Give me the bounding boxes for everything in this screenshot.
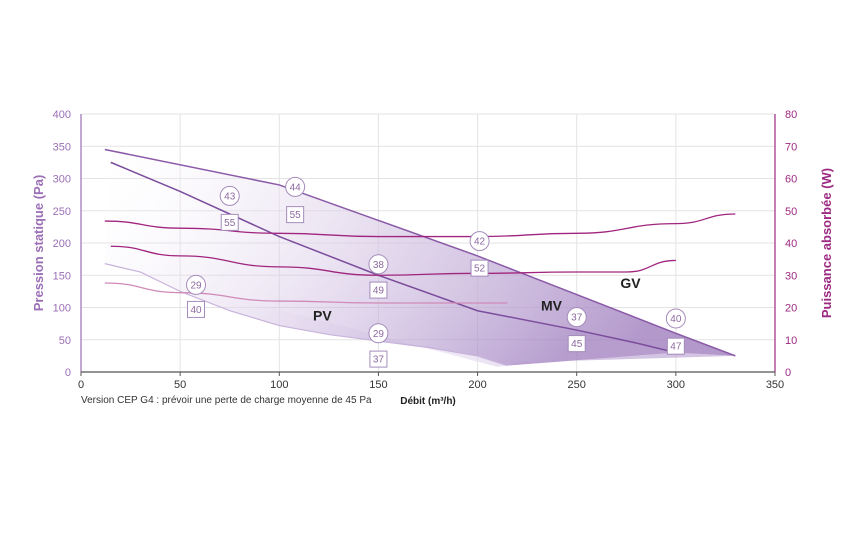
- power-marker: 42: [469, 231, 490, 252]
- noise-marker: 49: [369, 281, 388, 299]
- y-left-tick-label: 50: [59, 335, 71, 347]
- power-marker-label: 44: [290, 182, 302, 193]
- zone-area-gv: [104, 149, 736, 356]
- zone-area-mv: [104, 162, 676, 366]
- noise-marker-box: [187, 300, 206, 318]
- noise-marker-label: 49: [373, 286, 385, 297]
- power-marker-label: 38: [373, 260, 385, 271]
- power-marker-circle: [665, 308, 686, 329]
- noise-marker-label: 40: [190, 305, 202, 316]
- y-right-tick-label: 40: [785, 238, 797, 250]
- power-marker-label: 29: [373, 329, 385, 340]
- x-axis-title: Débit (m³/h): [400, 396, 456, 407]
- noise-marker-box: [567, 335, 586, 353]
- x-tick-label: 200: [468, 379, 486, 391]
- zone-label-pv: PV: [313, 307, 332, 323]
- y-left-tick-label: 200: [53, 238, 71, 250]
- y-right-tick-label: 50: [785, 206, 797, 218]
- noise-marker-box: [470, 259, 489, 277]
- power-marker-circle: [566, 307, 587, 328]
- y-left-tick-label: 350: [53, 141, 71, 153]
- noise-marker: 55: [286, 206, 305, 224]
- x-tick-label: 350: [766, 379, 784, 391]
- power-marker-circle: [469, 231, 490, 252]
- pressure-line-mv: [110, 161, 677, 354]
- power-line-mv: [110, 245, 676, 276]
- zone-areas: [104, 149, 736, 367]
- power-marker: 43: [219, 185, 240, 206]
- noise-marker: 47: [666, 337, 685, 355]
- power-line-pv: [104, 282, 508, 304]
- noise-marker-label: 55: [290, 210, 302, 221]
- x-tick-label: 300: [667, 379, 685, 391]
- series-lines: [104, 148, 736, 367]
- power-marker: 40: [665, 308, 686, 329]
- pressure-line-pv: [104, 263, 508, 367]
- y-right-tick-label: 80: [785, 109, 797, 121]
- noise-marker: 55: [220, 213, 239, 231]
- noise-marker-label: 47: [670, 342, 682, 353]
- y-right-tick-label: 20: [785, 303, 797, 315]
- power-marker: 44: [285, 176, 306, 197]
- noise-marker-box: [369, 350, 388, 368]
- y-left-tick-label: 250: [53, 206, 71, 218]
- footnote: Version CEP G4 : prévoir une perte de ch…: [81, 395, 372, 406]
- y-right-tick-label: 0: [785, 367, 791, 379]
- noise-marker-label: 52: [474, 264, 486, 275]
- power-marker-circle: [368, 323, 389, 344]
- x-tick-label: 0: [78, 379, 84, 391]
- power-marker-circle: [368, 254, 389, 275]
- power-marker-label: 37: [571, 313, 583, 324]
- y-left-tick-label: 100: [53, 303, 71, 315]
- zone-label-gv: GV: [620, 275, 641, 291]
- noise-marker-box: [666, 337, 685, 355]
- noise-marker-box: [369, 281, 388, 299]
- x-tick-label: 100: [270, 379, 288, 391]
- power-marker: 37: [566, 307, 587, 328]
- x-tick-label: 150: [369, 379, 387, 391]
- power-marker-label: 40: [670, 314, 682, 325]
- power-marker: 38: [368, 254, 389, 275]
- noise-marker-label: 45: [571, 339, 583, 350]
- y-right-tick-label: 30: [785, 270, 797, 282]
- y-left-tick-label: 300: [53, 174, 71, 186]
- y-right-tick-label: 10: [785, 335, 797, 347]
- power-marker-label: 42: [474, 237, 486, 248]
- zone-label-mv: MV: [541, 298, 563, 314]
- y-left-tick-label: 400: [53, 109, 71, 121]
- noise-marker-box: [286, 206, 305, 224]
- noise-marker-label: 55: [224, 218, 236, 229]
- power-marker: 29: [186, 274, 207, 295]
- zone-area-tip: [507, 352, 736, 366]
- pressure-line-gv: [104, 148, 736, 357]
- zone-labels: PV MV GV: [313, 275, 641, 323]
- power-marker-label: 43: [224, 191, 236, 202]
- noise-marker-box: [220, 213, 239, 231]
- noise-marker: 45: [567, 335, 586, 353]
- noise-marker-label: 37: [373, 355, 385, 366]
- y-left-tick-label: 150: [53, 270, 71, 282]
- zone-area-pv: [104, 263, 508, 367]
- x-tick-label: 50: [174, 379, 186, 391]
- x-tick-label: 250: [568, 379, 586, 391]
- noise-marker: 52: [470, 259, 489, 277]
- power-marker-circle: [186, 274, 207, 295]
- noise-marker: 37: [369, 350, 388, 368]
- y-left-axis-title: Pression statique (Pa): [31, 175, 46, 312]
- y-right-axis-title: Puissance absorbée (W): [819, 168, 834, 318]
- y-right-tick-label: 70: [785, 141, 797, 153]
- power-line-gv: [104, 213, 736, 238]
- power-marker-circle: [219, 185, 240, 206]
- power-marker-circle: [285, 176, 306, 197]
- y-left-tick-label: 0: [65, 367, 71, 379]
- y-right-tick-label: 60: [785, 174, 797, 186]
- noise-marker: 40: [187, 300, 206, 318]
- power-marker: 29: [368, 323, 389, 344]
- power-marker-label: 29: [190, 280, 202, 291]
- axes: 0501001502002503003504000102030405060708…: [53, 109, 798, 391]
- value-markers: 29 43 44 38 29 42 37 40 40 55 55 49 37 52 45 47: [186, 176, 686, 368]
